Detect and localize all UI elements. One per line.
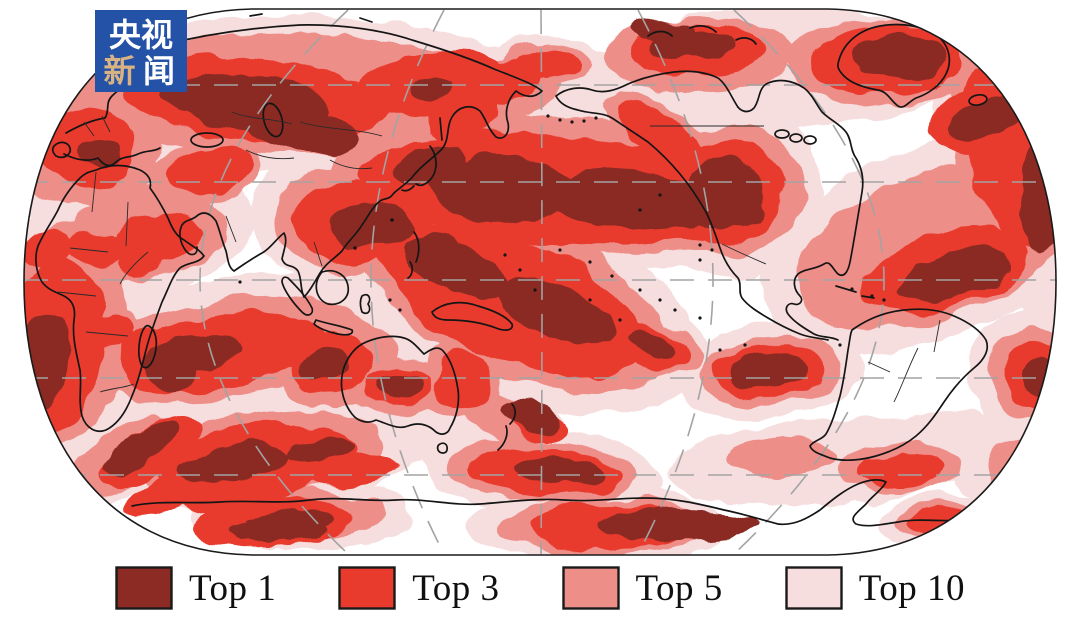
great-lakes <box>803 135 817 145</box>
legend-item-top1: Top 1 <box>115 566 276 610</box>
cctv-news-logo: 央视 新 闻 <box>95 10 187 92</box>
great-lakes <box>789 133 803 143</box>
logo-line2-char1: 新 <box>104 53 136 89</box>
black-sea <box>190 132 224 148</box>
legend: Top 1 Top 3 Top 5 Top 10 <box>0 566 1080 610</box>
coast-arctic-islands <box>249 13 757 45</box>
logo-background <box>95 10 187 92</box>
island-dots <box>238 114 886 352</box>
legend-item-top3: Top 3 <box>338 566 499 610</box>
great-lakes <box>774 129 790 139</box>
coast-borneo <box>315 269 350 306</box>
coast-iceland <box>968 93 988 107</box>
coast-japan <box>401 145 437 192</box>
legend-item-top5: Top 5 <box>561 566 723 610</box>
legend-swatch-top5 <box>561 566 620 610</box>
legend-label-top10: Top 10 <box>858 567 966 609</box>
coast-new-zealand <box>497 403 516 451</box>
coast-sakhalin <box>439 117 443 141</box>
country-borders <box>57 111 941 403</box>
logo-line1: 央视 <box>109 17 173 53</box>
coast-south-america <box>809 308 989 462</box>
coast-antarctica <box>131 478 1033 527</box>
coast-new-guinea <box>431 301 514 331</box>
coast-mediterranean <box>63 147 161 167</box>
legend-swatch-top3 <box>338 566 396 610</box>
coast-philippines <box>407 231 420 279</box>
coast-greenland <box>836 23 951 108</box>
logo-line2-char2: 闻 <box>143 53 175 89</box>
map-outline <box>23 8 1057 556</box>
coast-java <box>313 319 354 336</box>
legend-label-top5: Top 5 <box>635 567 723 609</box>
legend-label-top3: Top 3 <box>412 567 500 609</box>
coast-tasmania <box>436 442 448 454</box>
coast-sumatra <box>281 276 314 316</box>
world-map <box>23 8 1057 556</box>
svg-text:新 闻: 新 闻 <box>104 53 175 89</box>
legend-item-top10: Top 10 <box>785 566 965 610</box>
coastlines <box>35 13 1033 527</box>
graticule <box>24 9 1056 555</box>
caspian-sea <box>262 102 284 138</box>
coast-madagascar <box>137 324 158 369</box>
legend-swatch-top1 <box>115 566 173 610</box>
contour-top1 <box>24 20 1056 544</box>
legend-label-top1: Top 1 <box>188 567 277 609</box>
coast-sulawesi <box>359 293 371 315</box>
legend-swatch-top10 <box>785 566 843 610</box>
coast-britain <box>49 102 66 120</box>
coast-iberia <box>51 141 72 159</box>
coast-australia <box>340 335 460 435</box>
coast-north-america <box>555 70 864 341</box>
coast-caribbean <box>835 285 875 299</box>
coast-africa <box>35 164 205 433</box>
coast-eurasia <box>65 24 543 298</box>
